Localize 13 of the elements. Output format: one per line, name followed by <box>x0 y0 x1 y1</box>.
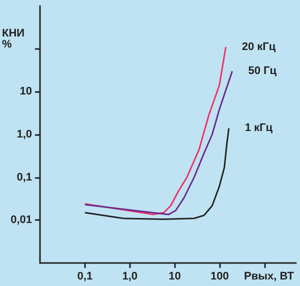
y-axis-title: КНИ % <box>2 28 25 50</box>
x-tick-label: 1,0 <box>122 270 138 282</box>
series-label: 1 кГц <box>244 122 273 134</box>
y-tick-label: 0,1 <box>16 171 32 184</box>
series-label: 20 кГц <box>242 41 276 54</box>
series-label: 50 Гц <box>248 65 277 78</box>
x-tick-label: 0,1 <box>77 270 93 282</box>
y-tick-label: 1,0 <box>16 128 32 140</box>
x-axis-title: Pвых, ВТ <box>244 270 294 282</box>
x-tick-label: 100 <box>210 270 229 282</box>
y-tick-label: 0,01 <box>10 214 32 226</box>
y-tick-label: 10 <box>20 86 32 98</box>
x-tick-label: 10 <box>168 270 181 282</box>
